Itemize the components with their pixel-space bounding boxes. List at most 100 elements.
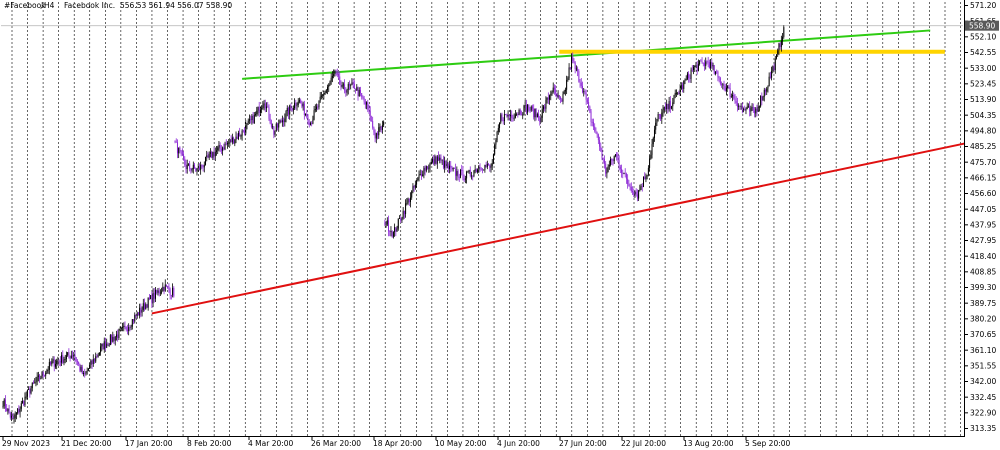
candle-body <box>65 355 67 359</box>
candle-body <box>107 343 109 346</box>
candle-body <box>477 169 479 173</box>
candle-body <box>489 165 491 168</box>
candle-body <box>286 107 288 112</box>
candle-body <box>616 154 618 157</box>
candle-body <box>551 91 553 95</box>
candle-body <box>98 352 100 355</box>
candle-body <box>155 289 156 299</box>
candle-body <box>725 87 727 92</box>
candle-body <box>242 130 244 132</box>
candle-body <box>701 61 703 63</box>
candle-body <box>747 106 749 108</box>
candle-body <box>84 373 86 374</box>
candle-body <box>369 110 371 121</box>
candle-body <box>305 113 307 116</box>
candle-body <box>218 144 220 148</box>
candle-body <box>75 357 77 362</box>
candle-body <box>258 106 260 113</box>
candle-body <box>733 94 735 99</box>
candle-body <box>150 295 152 300</box>
candle-body <box>438 156 440 161</box>
candle-body <box>758 106 760 108</box>
y-tick-label: 542.55 <box>970 48 996 57</box>
candle-body <box>749 106 751 112</box>
candle-body <box>40 378 42 380</box>
candle-body <box>213 152 215 157</box>
y-tick-label: 504.35 <box>970 111 996 120</box>
candle-body <box>31 382 33 389</box>
candle-body <box>367 102 369 110</box>
candle-body <box>68 352 70 356</box>
candle-body <box>226 143 228 145</box>
trendlines[interactable] <box>151 29 966 315</box>
candle-body <box>283 120 285 123</box>
candle-body <box>734 98 736 102</box>
candle-body <box>57 360 59 362</box>
candle-body <box>48 362 50 370</box>
candle-body <box>669 101 671 109</box>
candle-body <box>599 140 601 147</box>
candle-body <box>413 186 415 188</box>
candle-body <box>675 92 677 94</box>
candle-body <box>69 355 71 359</box>
candle-body <box>307 117 309 123</box>
candle-body <box>176 142 178 154</box>
candle-body <box>181 151 183 155</box>
candle-body <box>224 143 226 150</box>
y-tick-label: 427.95 <box>970 236 996 245</box>
red-trendline[interactable] <box>151 142 966 315</box>
candle-body <box>752 107 754 111</box>
candle-body <box>284 118 286 123</box>
candle-body <box>472 175 474 177</box>
candle-body <box>15 412 17 415</box>
candle-body <box>12 415 14 419</box>
candle-body <box>11 415 13 418</box>
candle-body <box>606 171 608 174</box>
candle-body <box>118 329 120 339</box>
y-tick-label: 399.30 <box>970 283 996 292</box>
candle-body <box>422 174 424 177</box>
candle-body <box>269 118 271 124</box>
candle-body <box>158 290 160 294</box>
y-tick-label: 351.55 <box>970 361 996 370</box>
candle-body <box>178 147 180 154</box>
candle-body <box>451 167 453 170</box>
candle-body <box>59 360 61 363</box>
candle-body <box>507 114 509 117</box>
candle-body <box>356 87 358 91</box>
candle-body <box>452 167 454 170</box>
candle-body <box>47 369 49 371</box>
candle-body <box>621 169 623 173</box>
x-axis-ticks: 29 Nov 2023 21 Dec 20:00 17 Jan 20:00 8 Feb… <box>2 436 791 448</box>
candle-body <box>61 355 63 363</box>
candle-body <box>566 80 568 90</box>
candle-body <box>253 114 255 124</box>
candle-body <box>429 162 431 168</box>
candle-body <box>137 312 139 316</box>
candle-body <box>331 76 333 78</box>
candle-body <box>70 355 72 359</box>
candle-body <box>655 122 657 130</box>
candle-body <box>214 151 216 157</box>
y-tick-label: 389.75 <box>970 299 996 308</box>
candle-body <box>783 27 785 37</box>
candle-body <box>717 71 719 78</box>
candle-body <box>569 67 571 69</box>
candle-body <box>622 172 624 174</box>
candle-body <box>592 121 594 127</box>
candle-body <box>317 106 319 108</box>
x-tick-label: 26 Mar 20:00 <box>311 439 361 448</box>
candle-body <box>535 108 537 118</box>
candle-body <box>29 388 31 394</box>
candle-body <box>652 137 654 145</box>
candle-body <box>718 77 720 79</box>
candle-body <box>115 334 117 337</box>
candle-body <box>165 284 167 287</box>
candle-body <box>491 162 493 167</box>
green-trendline[interactable] <box>242 29 931 80</box>
header-instrument: Facebook Inc. <box>64 1 115 10</box>
candle-body <box>531 106 533 109</box>
candle-body <box>306 113 308 118</box>
candle-body <box>372 120 374 128</box>
